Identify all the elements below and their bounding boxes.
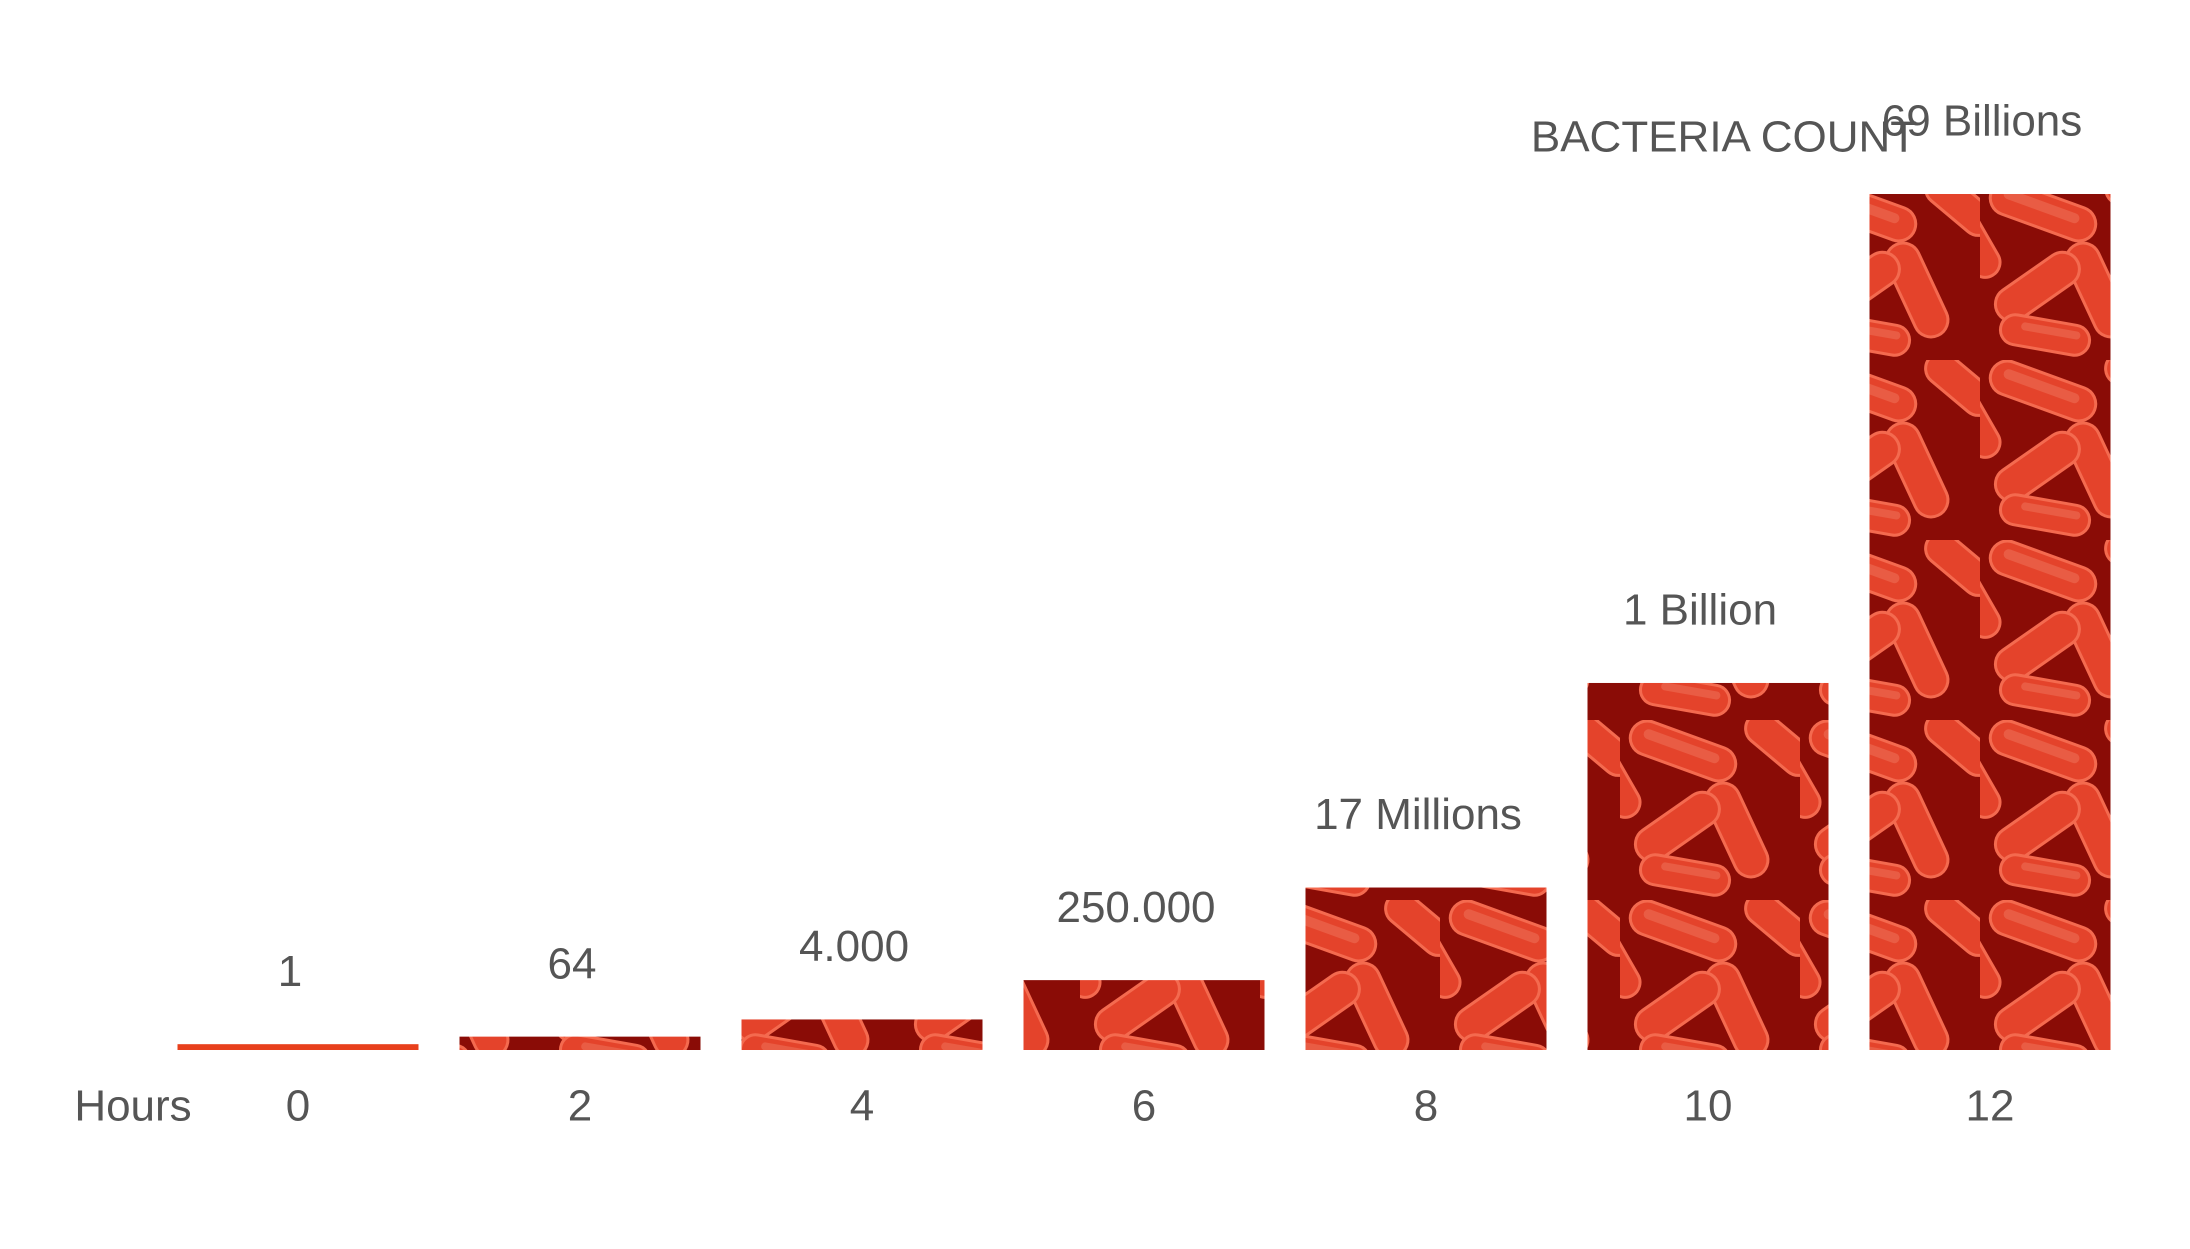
value-label: 1 Billion (1623, 586, 1777, 635)
x-tick-label: 0 (286, 1082, 310, 1131)
bar (1023, 980, 1265, 1050)
x-tick-label: 4 (850, 1082, 874, 1131)
x-tick-label: 12 (1966, 1082, 2015, 1131)
value-label: 17 Millions (1314, 790, 1522, 839)
bar (1587, 682, 1829, 1050)
value-label: 1 (278, 947, 302, 996)
bar (177, 1044, 419, 1050)
x-tick-label: 6 (1132, 1082, 1156, 1131)
bar (1869, 194, 2111, 1050)
value-label: 250.000 (1056, 883, 1215, 932)
value-label: 4.000 (799, 922, 909, 971)
value-label: 69 Billions (1882, 97, 2083, 146)
x-tick-label: 10 (1684, 1082, 1733, 1131)
x-axis-label: Hours (74, 1082, 191, 1131)
x-tick-label: 8 (1414, 1082, 1438, 1131)
bar (459, 1036, 701, 1050)
x-tick-label: 2 (568, 1082, 592, 1131)
bar (1305, 887, 1547, 1050)
value-label: 64 (548, 939, 597, 988)
y-axis-label: BACTERIA COUNT (1531, 113, 1917, 162)
bar (741, 1019, 983, 1050)
